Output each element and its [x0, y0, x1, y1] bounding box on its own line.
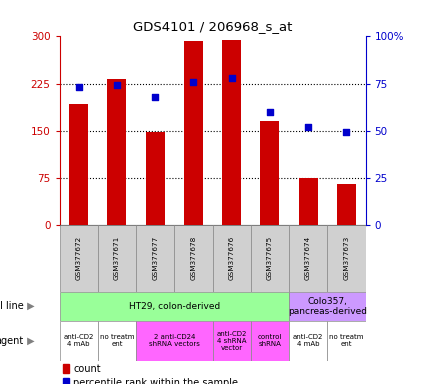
Point	[75, 84, 82, 90]
Text: cell line: cell line	[0, 301, 23, 311]
Bar	[327, 225, 366, 292]
Text: agent: agent	[0, 336, 23, 346]
Text: control
shRNA: control shRNA	[258, 334, 282, 347]
Bar	[62, 364, 69, 373]
Bar	[174, 225, 212, 292]
Text: GSM377676: GSM377676	[229, 236, 235, 280]
Bar	[212, 321, 251, 361]
Bar	[60, 292, 289, 321]
Text: anti-CD2
4 mAb: anti-CD2 4 mAb	[293, 334, 323, 347]
Bar	[184, 41, 203, 225]
Text: HT29, colon-derived: HT29, colon-derived	[129, 302, 220, 311]
Title: GDS4101 / 206968_s_at: GDS4101 / 206968_s_at	[133, 20, 292, 33]
Text: count: count	[73, 364, 101, 374]
Text: no treatm
ent: no treatm ent	[99, 334, 134, 347]
Bar	[289, 292, 366, 321]
Bar	[98, 321, 136, 361]
Bar	[98, 225, 136, 292]
Bar	[60, 321, 98, 361]
Point	[228, 75, 235, 81]
Bar	[289, 225, 327, 292]
Point	[343, 129, 350, 136]
Bar	[260, 121, 280, 225]
Bar	[136, 321, 212, 361]
Text: Colo357,
pancreas-derived: Colo357, pancreas-derived	[288, 296, 367, 316]
Bar	[69, 104, 88, 225]
Point	[190, 79, 197, 85]
Bar	[337, 184, 356, 225]
Text: GSM377674: GSM377674	[305, 236, 311, 280]
Text: GSM377675: GSM377675	[267, 236, 273, 280]
Text: ▶: ▶	[24, 336, 35, 346]
Bar	[212, 225, 251, 292]
Text: anti-CD2
4 shRNA
vector: anti-CD2 4 shRNA vector	[216, 331, 247, 351]
Text: 2 anti-CD24
shRNA vectors: 2 anti-CD24 shRNA vectors	[149, 334, 200, 347]
Bar	[327, 321, 366, 361]
Bar	[251, 225, 289, 292]
Text: GSM377677: GSM377677	[152, 236, 158, 280]
Bar	[222, 40, 241, 225]
Point	[266, 109, 273, 115]
Text: percentile rank within the sample: percentile rank within the sample	[73, 378, 238, 384]
Bar	[60, 225, 98, 292]
Text: anti-CD2
4 mAb: anti-CD2 4 mAb	[63, 334, 94, 347]
Bar	[251, 321, 289, 361]
Bar	[145, 132, 164, 225]
Bar	[289, 321, 327, 361]
Text: GSM377673: GSM377673	[343, 236, 349, 280]
Point	[113, 82, 120, 88]
Text: ▶: ▶	[24, 301, 35, 311]
Bar	[107, 79, 127, 225]
Text: no treatm
ent: no treatm ent	[329, 334, 364, 347]
Point	[152, 94, 159, 100]
Point	[305, 124, 312, 130]
Bar	[62, 378, 69, 384]
Text: GSM377678: GSM377678	[190, 236, 196, 280]
Text: GSM377671: GSM377671	[114, 236, 120, 280]
Bar	[298, 178, 317, 225]
Bar	[136, 225, 174, 292]
Text: GSM377672: GSM377672	[76, 236, 82, 280]
